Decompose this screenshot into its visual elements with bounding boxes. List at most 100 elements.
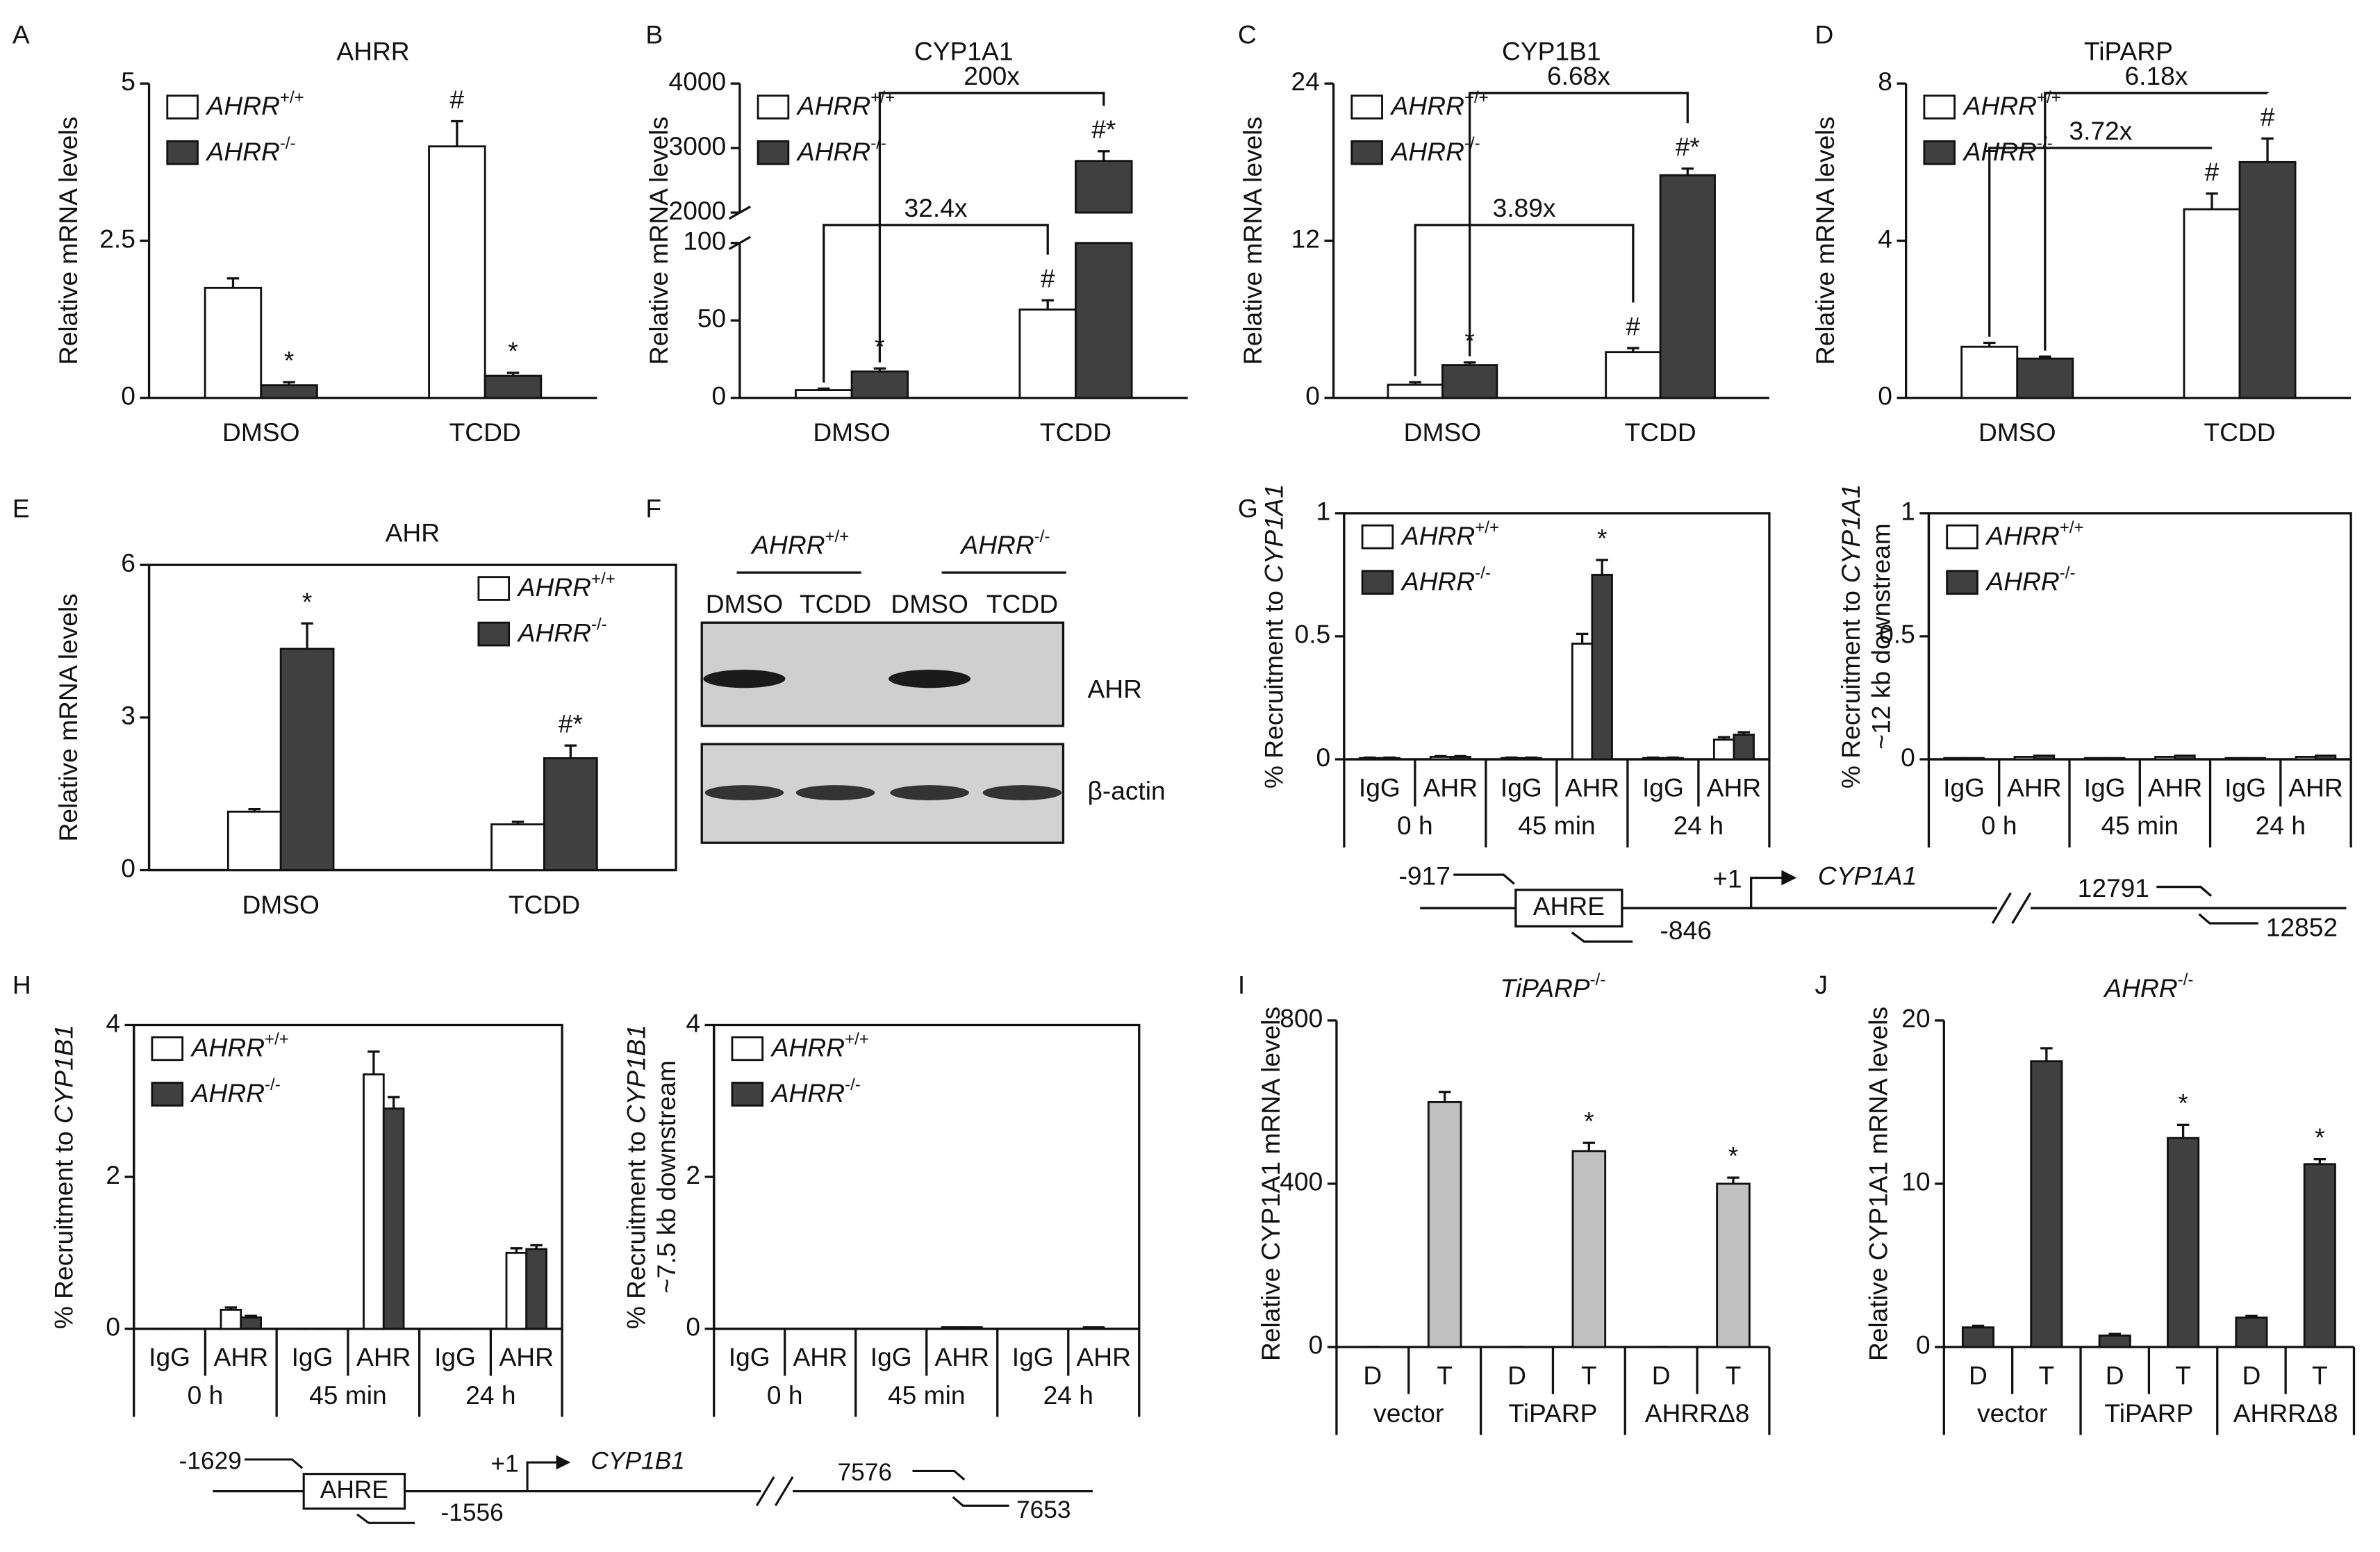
comparison-label: 200x [964, 61, 1020, 90]
y-axis-label-part: CYP1B1 [621, 1025, 650, 1124]
bar [2154, 755, 2176, 761]
chart-title-part: -/- [2178, 971, 2194, 989]
bar [204, 286, 263, 399]
y-axis-label: Relative mRNA levels [1810, 117, 1840, 365]
bar [279, 647, 335, 871]
gene-annotation: CYP1B1 [590, 1447, 684, 1474]
bar [226, 810, 282, 871]
legend-label-part: AHRR [770, 1078, 845, 1107]
y-tick-label: 3000 [669, 131, 727, 160]
bar [795, 389, 853, 399]
band-label: AHR [1087, 674, 1141, 703]
y-tick-label: 4 [686, 1008, 700, 1037]
bar [2224, 757, 2247, 761]
significance-marker: * [2178, 1089, 2188, 1118]
gene-annotation: AHRE [1533, 891, 1605, 921]
bar [260, 384, 318, 399]
axis-break [728, 205, 751, 220]
tss-arrow [1750, 876, 1785, 909]
y-axis-label-part: Relative mRNA levels [53, 593, 83, 841]
break-mark [755, 1476, 775, 1507]
y-tick-label: 0 [121, 381, 135, 411]
chart-title: TiPARP [2084, 36, 2173, 65]
comparison-label: 32.4x [904, 193, 968, 222]
legend-label-part: -/- [1464, 134, 1480, 153]
bar [1716, 1182, 1751, 1348]
y-tick-label: 0 [1305, 381, 1320, 411]
bar [543, 757, 598, 871]
x-tick-label: TCDD [1040, 418, 1112, 447]
legend-label: AHRR-/- [190, 1075, 281, 1107]
y-tick-label: 8 [1878, 67, 1892, 96]
legend-label-part: -/- [591, 616, 607, 634]
blot-band [982, 785, 1062, 800]
group-label: 24 h [1043, 1380, 1093, 1410]
legend-label: AHRR+/+ [1390, 88, 1489, 120]
legend-label-part: +/+ [1464, 88, 1489, 107]
x-tick-label: DMSO [1404, 418, 1481, 447]
blot-band [889, 669, 971, 688]
panel-label: J [1815, 971, 1828, 1000]
legend-swatch [731, 1036, 764, 1062]
bar [2244, 757, 2266, 761]
significance-marker: # [450, 85, 465, 114]
bar [490, 823, 545, 871]
comparison-bracket [1988, 147, 2212, 337]
y-tick-label: 12 [1291, 224, 1320, 253]
y-tick-label: 10 [1901, 1167, 1930, 1196]
y-tick-label: 0 [106, 1312, 120, 1341]
y-axis-label: Relative mRNA levels [1238, 117, 1267, 365]
y-tick-label: 100 [683, 226, 726, 256]
x-tick-label: IgG [1642, 773, 1684, 802]
lane-label: DMSO [891, 589, 968, 618]
y-tick-label: 0 [712, 381, 727, 411]
gene-annotation: +1 [1712, 864, 1742, 893]
x-tick-label: IgG [434, 1342, 476, 1371]
x-tick-label: IgG [870, 1342, 912, 1371]
x-tick-label: D [1363, 1360, 1382, 1389]
panel-label: F [645, 493, 661, 522]
x-tick-label: AHR [1423, 773, 1478, 802]
group-label: TiPARP [2104, 1398, 2193, 1428]
x-tick-label: IgG [149, 1342, 190, 1371]
gene-annotation: -846 [1660, 916, 1712, 945]
group-label: 0 h [1397, 811, 1433, 840]
y-tick-label: 0 [1878, 381, 1892, 411]
legend-label: AHRR-/- [206, 134, 296, 166]
legend-swatch [1350, 94, 1383, 119]
x-tick-label: AHR [356, 1342, 411, 1371]
x-tick-label: TCDD [449, 418, 521, 447]
significance-marker: # [2261, 102, 2275, 131]
y-axis-label-part: Relative mRNA levels [1238, 117, 1267, 365]
legend-label: AHRR-/- [796, 134, 886, 166]
bar [2013, 755, 2035, 761]
legend-swatch [151, 1082, 184, 1107]
legend-label-part: AHRR [1390, 137, 1464, 166]
y-tick-label: 50 [697, 304, 726, 333]
bar [505, 1251, 528, 1330]
group-label: 24 h [2256, 811, 2306, 840]
bar [1659, 174, 1716, 399]
bar [1427, 1101, 1462, 1348]
legend-label-part: -/- [265, 1075, 281, 1094]
y-axis-label: Relative CYP1A1 mRNA levels [1863, 1007, 1892, 1361]
bar [1943, 757, 1965, 761]
legend-label-part: AHRR [206, 91, 280, 120]
group-label: vector [1977, 1398, 2047, 1428]
gene-annotation: 7653 [1016, 1496, 1071, 1524]
chart-title-part: AHRR [2103, 973, 2177, 1002]
x-tick-label: AHR [1565, 773, 1619, 802]
genotype-label: AHRR-/- [959, 527, 1050, 559]
panel-label: C [1238, 19, 1257, 49]
bar [941, 1326, 964, 1330]
x-tick-label: IgG [1359, 773, 1400, 802]
legend-swatch [731, 1082, 764, 1107]
bar [2167, 1137, 2200, 1348]
y-tick-label: 0 [1316, 743, 1331, 772]
chart-title: AHRR-/- [2103, 971, 2193, 1002]
band-label: β-actin [1087, 776, 1165, 805]
bar [220, 1308, 242, 1330]
bar [2104, 757, 2126, 761]
x-tick-label: AHR [2007, 773, 2061, 802]
x-tick-label: IgG [1943, 773, 1985, 802]
